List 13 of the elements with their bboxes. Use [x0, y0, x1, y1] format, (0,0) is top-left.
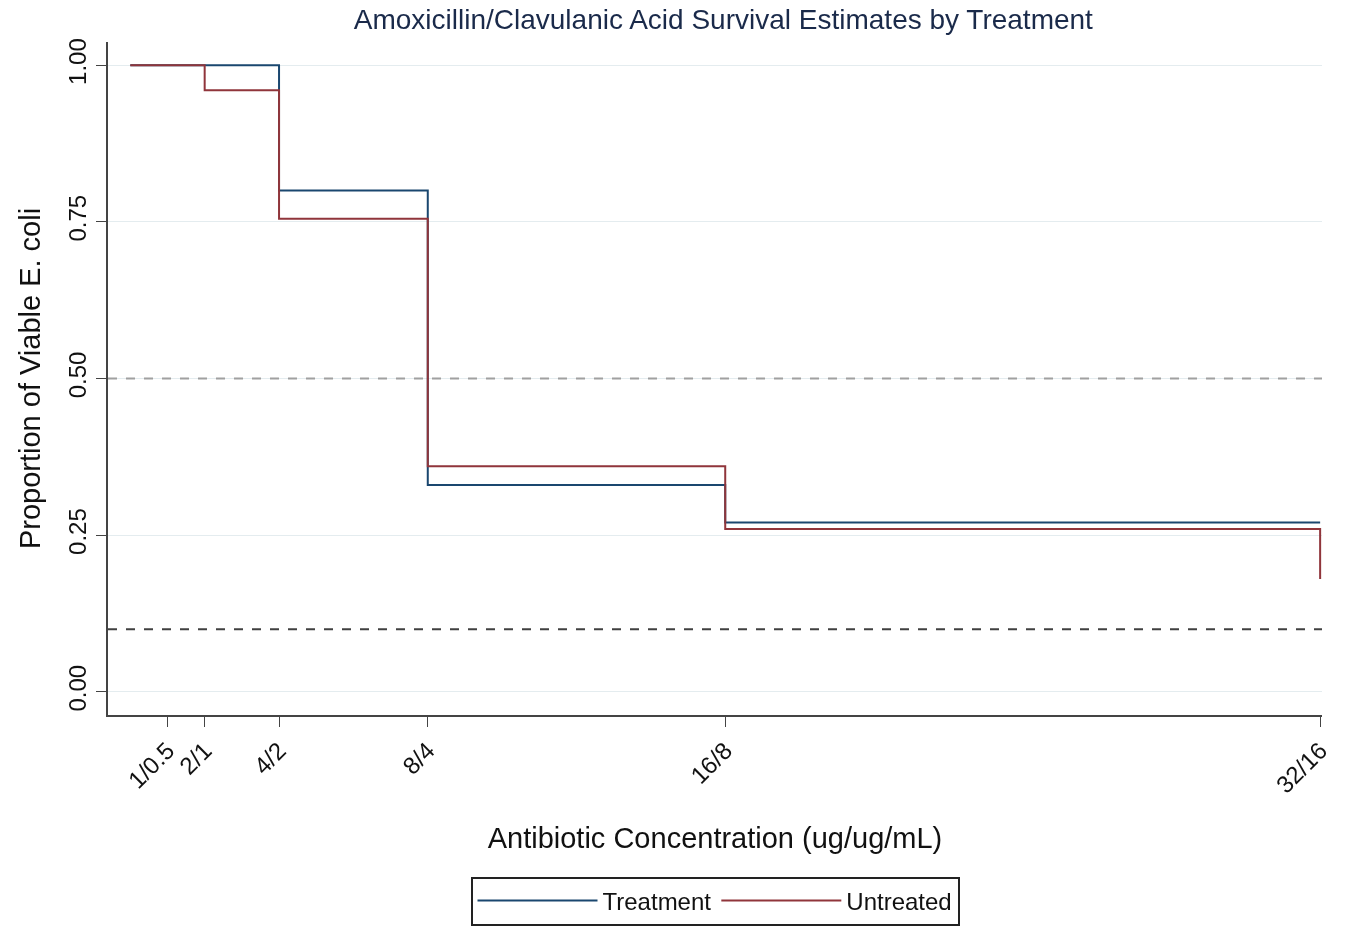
chart-title: Amoxicillin/Clavulanic Acid Survival Estimates by Treatment	[353, 4, 1094, 36]
y-tick-label: 0.75	[64, 194, 92, 242]
x-tick-label: 8/4	[397, 736, 440, 780]
y-tick-label: 0.25	[64, 508, 92, 555]
y-tick-label: 0.00	[64, 664, 92, 712]
x-tick-label: 4/2	[248, 736, 292, 780]
legend-label: Treatment	[602, 887, 712, 915]
y-tick-label: 1.00	[64, 38, 92, 85]
x-axis-title: Antibiotic Concentration (ug/ug/mL)	[487, 821, 943, 854]
y-tick-label: 0.50	[64, 351, 92, 399]
x-tick-label: 2/1	[174, 736, 217, 780]
legend-label: Untreated	[846, 887, 952, 915]
y-axis-title: Proportion of Viable E. coli	[14, 207, 47, 550]
